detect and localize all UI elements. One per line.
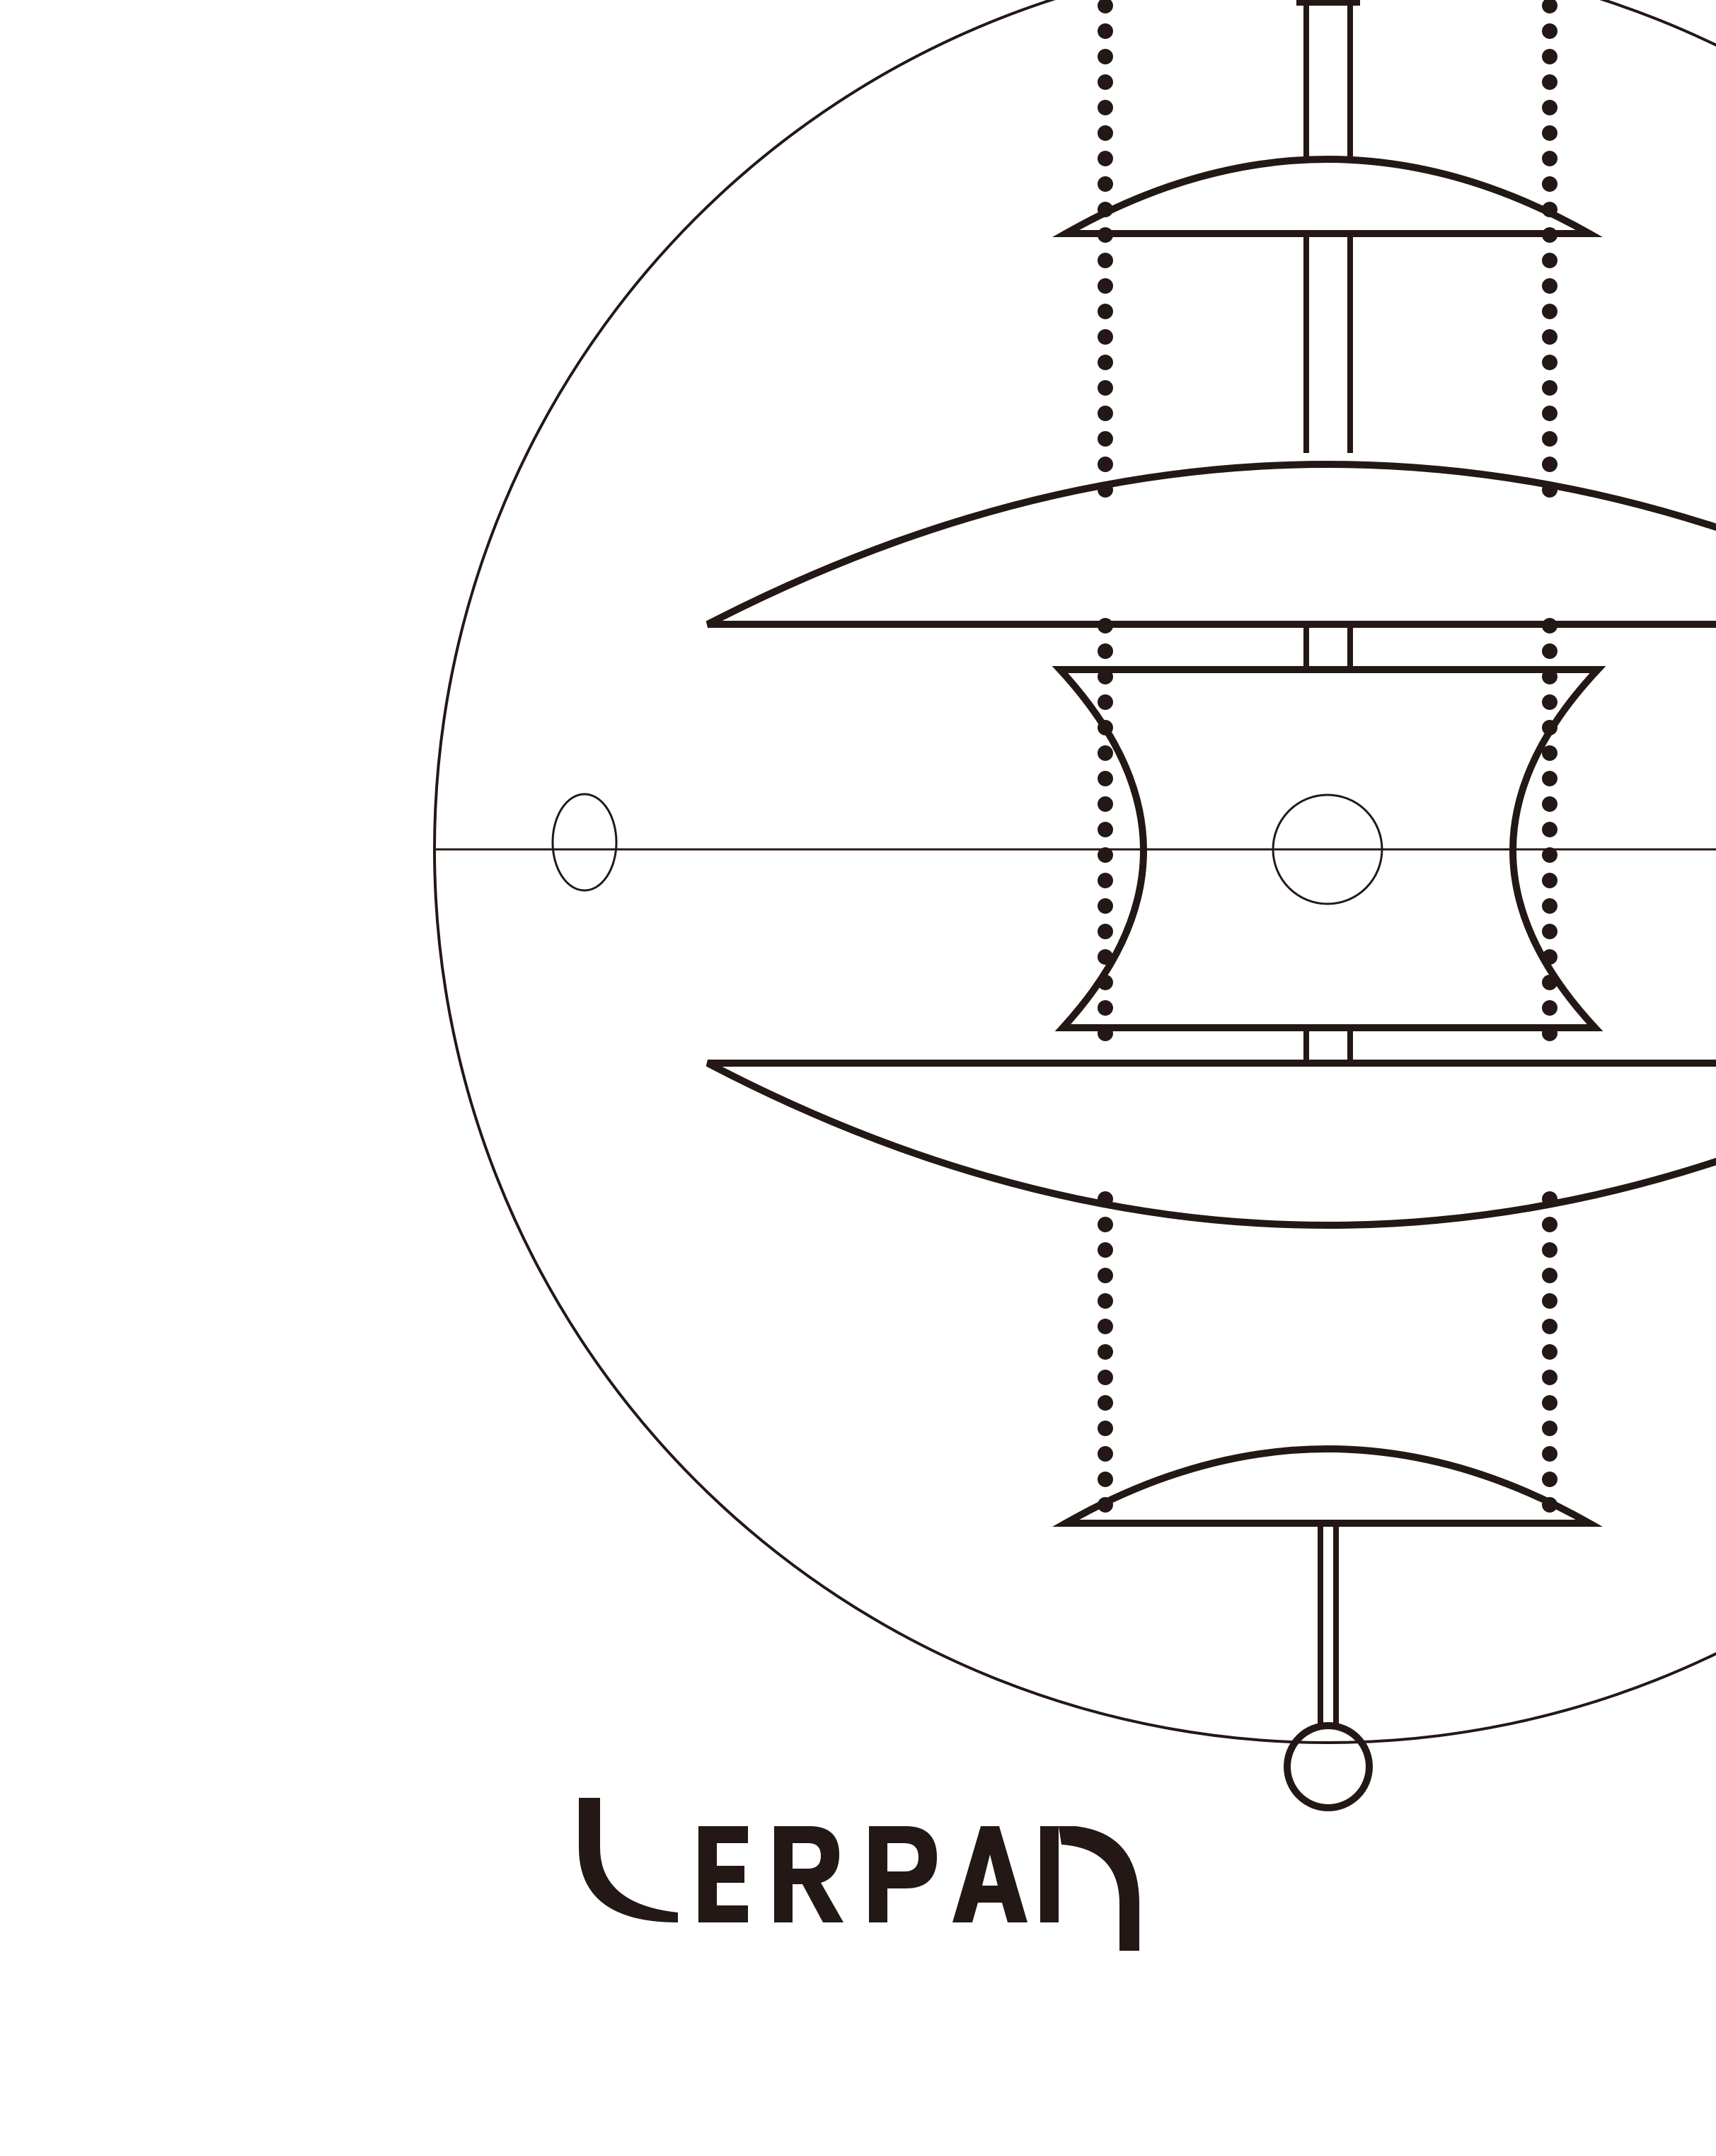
lower-middle-stem (1303, 1028, 1353, 1063)
logo-letter-v (579, 1798, 678, 1922)
logo-letter-a (952, 1826, 1027, 1922)
bottom-stem (1318, 1523, 1339, 1726)
upper-large-shade (706, 461, 1716, 628)
upper-middle-stem (1303, 624, 1353, 670)
logo-letter-r (774, 1826, 843, 1922)
outer-circle (433, 0, 1716, 1744)
top-stem (1296, 0, 1360, 157)
center-block (1052, 666, 1606, 1031)
top-small-shade (1052, 156, 1603, 237)
small-ellipse (551, 793, 618, 892)
upper-stem (1303, 234, 1353, 453)
logo-letter-e (698, 1826, 748, 1922)
center-hub-circle (1272, 793, 1383, 905)
bottom-small-shade (1052, 1445, 1603, 1527)
logo-letter-n (1040, 1826, 1059, 1922)
lower-large-shade (706, 1060, 1716, 1229)
logo-letter-p (869, 1826, 937, 1922)
dotted-guides (1098, 0, 1557, 1518)
bottom-ring (1284, 1722, 1373, 1811)
brand-logo: VERPAN (579, 1798, 1139, 1951)
